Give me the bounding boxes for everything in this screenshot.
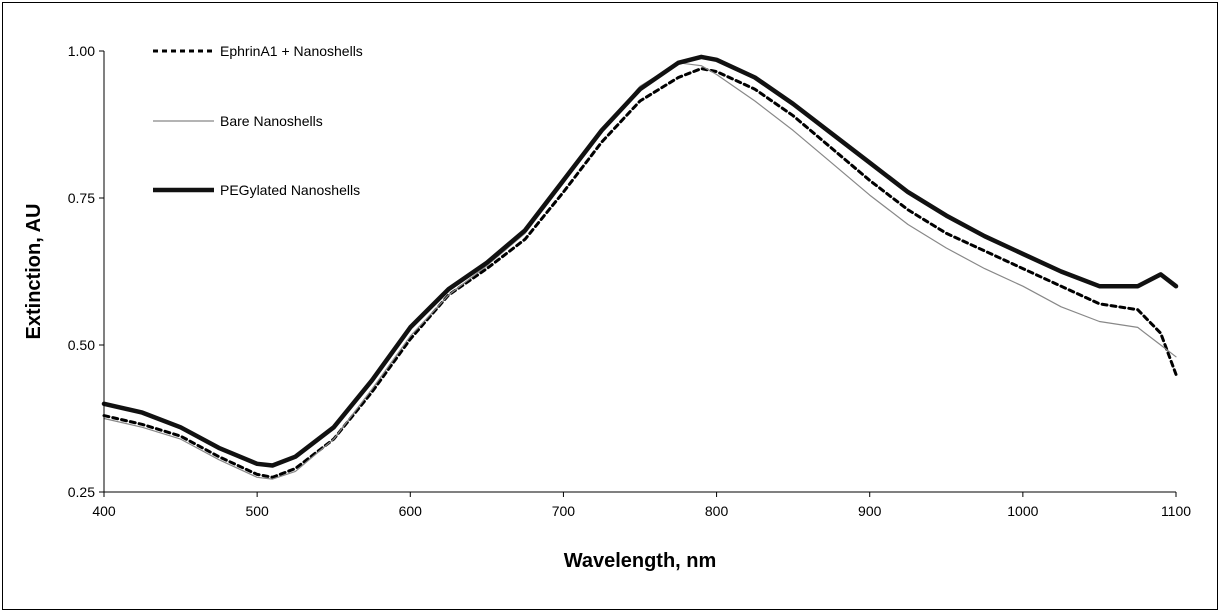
legend-label-3: PEGylated Nanoshells	[220, 182, 360, 198]
x-ticks: 400 500 600 700 800 900 1000 1100	[92, 492, 1191, 519]
legend-label-2: Bare Nanoshells	[220, 113, 323, 129]
y-tick-label: 1.00	[68, 43, 95, 59]
series-line-1	[102, 67, 1178, 479]
y-axis-title: Extinction, AU	[23, 204, 45, 340]
x-axis-title: Wavelength, nm	[564, 550, 717, 572]
x-tick-label: 600	[399, 503, 423, 519]
axes	[103, 51, 1176, 493]
x-tick-label: 400	[92, 503, 116, 519]
x-tick-label: 500	[245, 503, 269, 519]
plot-area	[101, 54, 1179, 480]
y-tick-label: 0.50	[68, 337, 95, 353]
x-tick-label: 900	[858, 503, 882, 519]
y-ticks: 0.25 0.50 0.75 1.00	[68, 43, 104, 500]
x-tick-label: 700	[552, 503, 576, 519]
x-tick-label: 1100	[1161, 503, 1191, 519]
x-tick-label: 800	[705, 503, 729, 519]
series-line-3	[101, 54, 1179, 468]
legend: EphrinA1 + Nanoshells Bare Nanoshells PEGy…	[153, 43, 363, 198]
x-tick-label: 1000	[1007, 503, 1038, 519]
legend-label-1: EphrinA1 + Nanoshells	[220, 43, 363, 59]
y-tick-label: 0.25	[68, 484, 95, 500]
y-tick-label: 0.75	[68, 190, 95, 206]
